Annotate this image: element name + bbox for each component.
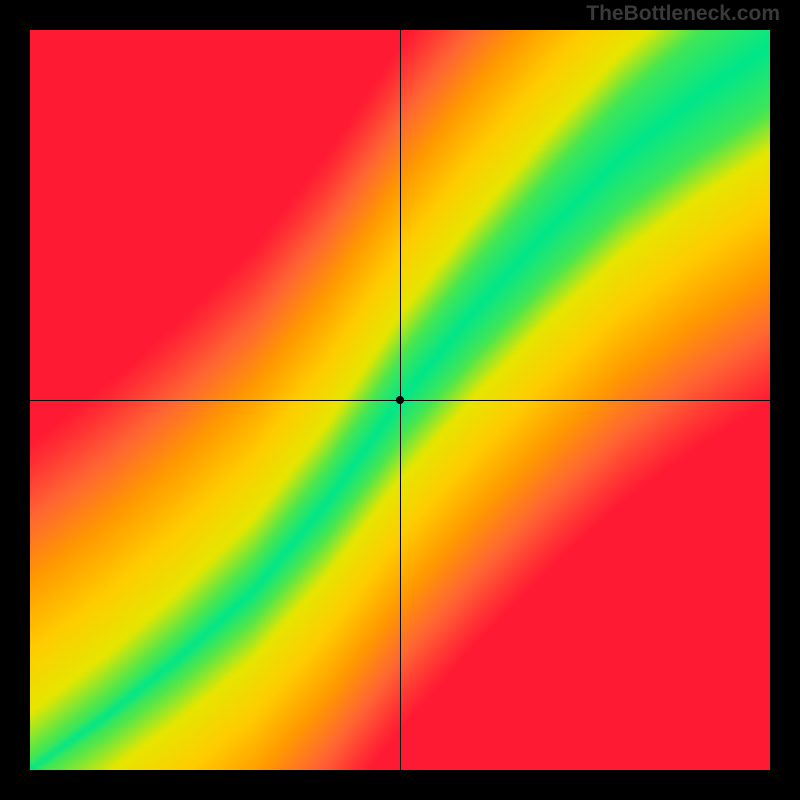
watermark-text: TheBottleneck.com: [586, 2, 780, 26]
bottleneck-heatmap-plot: [30, 30, 770, 770]
marker-dot: [396, 396, 404, 404]
